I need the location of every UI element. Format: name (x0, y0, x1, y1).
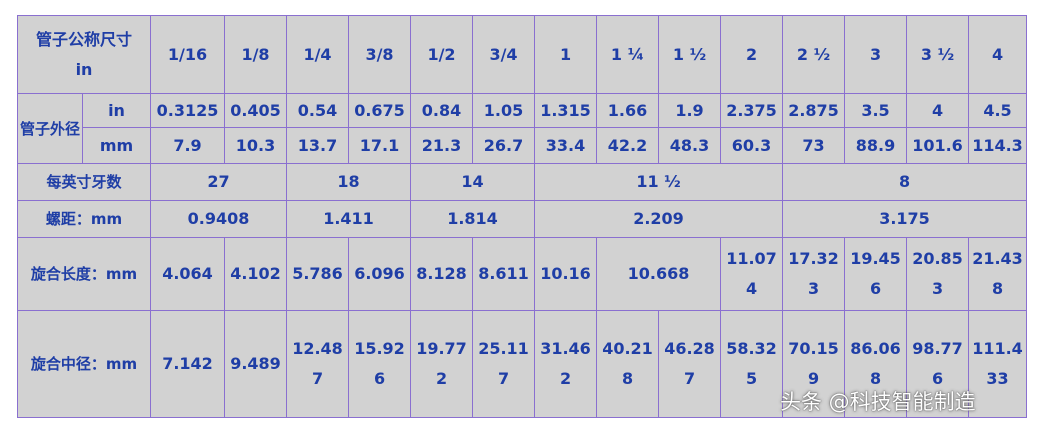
value-cell: 1.9 (658, 93, 722, 128)
size-cell: 3 ½ (906, 15, 970, 94)
value-cell: 19.456 (844, 237, 908, 311)
size-cell: 3/8 (348, 15, 412, 94)
unit-cell: mm (81, 127, 152, 164)
value-cell: 98.776 (906, 310, 970, 418)
row-label: 旋合中径：mm (16, 310, 152, 418)
value-cell: 15.926 (348, 310, 412, 418)
value-cell: 1.814 (410, 200, 536, 238)
row-label: 旋合长度：mm (16, 237, 152, 311)
value-cell: 18 (286, 163, 412, 201)
header-unit: in (75, 59, 93, 79)
value-cell: 17.1 (348, 127, 412, 164)
value-cell: 1.315 (534, 93, 598, 128)
value-cell: 17.323 (782, 237, 846, 311)
row-label: 管子外径 (17, 93, 83, 164)
value-cell: 73 (782, 127, 846, 164)
value-cell: 33.4 (534, 127, 598, 164)
table-row: 螺距：mm 0.9408 1.411 1.814 2.209 3.175 (16, 200, 1028, 238)
size-cell: 1 ½ (658, 15, 722, 94)
size-cell: 1/2 (410, 15, 474, 94)
value-cell: 46.287 (658, 310, 722, 418)
value-cell: 14 (410, 163, 536, 201)
value-cell: 31.462 (534, 310, 598, 418)
value-cell: 25.117 (472, 310, 536, 418)
value-cell: 5.786 (286, 237, 350, 311)
value-cell: 1.05 (472, 93, 536, 128)
row-label: 螺距：mm (16, 200, 152, 238)
value-cell: 2.375 (720, 93, 784, 128)
value-cell: 4.5 (968, 93, 1028, 128)
value-cell: 2.209 (534, 200, 784, 238)
value-cell: 4.064 (150, 237, 226, 311)
value-cell: 2.875 (782, 93, 846, 128)
value-cell: 0.3125 (150, 93, 226, 128)
table-row: 旋合长度：mm 4.064 4.102 5.786 6.096 8.128 8.611 10.… (16, 237, 1028, 311)
value-cell: 48.3 (658, 127, 722, 164)
value-cell: 0.84 (410, 93, 474, 128)
table-row: 旋合中径：mm 7.142 9.489 12.487 15.926 19.772 25.11… (16, 310, 1028, 418)
value-cell: 0.675 (348, 93, 412, 128)
value-cell: 6.096 (348, 237, 412, 311)
value-cell: 4.102 (224, 237, 288, 311)
value-cell: 13.7 (286, 127, 350, 164)
header-label: 管子公称尺寸 (36, 29, 133, 49)
value-cell: 1.411 (286, 200, 412, 238)
value-cell: 8 (782, 163, 1028, 201)
value-cell: 20.853 (906, 237, 970, 311)
value-cell: 12.487 (286, 310, 350, 418)
size-cell: 1/16 (150, 15, 226, 94)
value-cell: 114.3 (968, 127, 1028, 164)
size-cell: 1 ¼ (596, 15, 660, 94)
value-cell: 101.6 (906, 127, 970, 164)
value-cell: 27 (150, 163, 288, 201)
size-cell: 2 ½ (782, 15, 846, 94)
table-row: mm 7.9 10.3 13.7 17.1 21.3 26.7 33.4 42.2 48.3 60.… (18, 127, 1028, 164)
value-cell: 88.9 (844, 127, 908, 164)
value-cell: 86.068 (844, 310, 908, 418)
value-cell: 7.142 (150, 310, 226, 418)
size-cell: 1/8 (224, 15, 288, 94)
value-cell: 58.325 (720, 310, 784, 418)
value-cell: 11.074 (720, 237, 784, 311)
unit-cell: in (81, 93, 152, 128)
value-cell: 42.2 (596, 127, 660, 164)
value-cell: 10.16 (534, 237, 598, 311)
header-label-cell: 管子公称尺寸 in (16, 15, 152, 94)
value-cell: 4 (906, 93, 970, 128)
value-cell: 10.3 (224, 127, 288, 164)
value-cell: 1.66 (596, 93, 660, 128)
value-cell: 60.3 (720, 127, 784, 164)
size-cell: 3 (844, 15, 908, 94)
size-cell: 1 (534, 15, 598, 94)
value-cell: 0.405 (224, 93, 288, 128)
table-row: 管子外径 in 0.3125 0.405 0.54 0.675 0.84 1.05 1.315 1… (17, 93, 1028, 164)
value-cell: 7.9 (150, 127, 226, 164)
value-cell: 11 ½ (534, 163, 784, 201)
value-cell: 3.5 (844, 93, 908, 128)
size-cell: 1/4 (286, 15, 350, 94)
value-cell: 0.54 (286, 93, 350, 128)
value-cell: 3.175 (782, 200, 1028, 238)
value-cell: 70.159 (782, 310, 846, 418)
value-cell: 8.611 (472, 237, 536, 311)
watermark: 头条 @科技智能制造 (780, 390, 976, 414)
value-cell: 21.3 (410, 127, 474, 164)
size-cell: 4 (968, 15, 1028, 94)
value-cell: 9.489 (224, 310, 288, 418)
value-cell: 10.668 (596, 237, 722, 311)
row-label: 每英寸牙数 (16, 163, 152, 201)
value-cell: 8.128 (410, 237, 474, 311)
value-cell: 21.438 (968, 237, 1028, 311)
value-cell: 26.7 (472, 127, 536, 164)
value-cell: 40.218 (596, 310, 660, 418)
value-cell: 19.772 (410, 310, 474, 418)
size-cell: 2 (720, 15, 784, 94)
value-cell: 0.9408 (150, 200, 288, 238)
size-cell: 3/4 (472, 15, 536, 94)
value-cell: 111.433 (968, 310, 1028, 418)
